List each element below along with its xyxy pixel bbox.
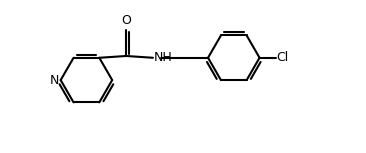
Text: NH: NH: [154, 51, 173, 64]
Text: N: N: [49, 74, 59, 87]
Text: O: O: [121, 14, 131, 27]
Text: Cl: Cl: [277, 51, 289, 64]
